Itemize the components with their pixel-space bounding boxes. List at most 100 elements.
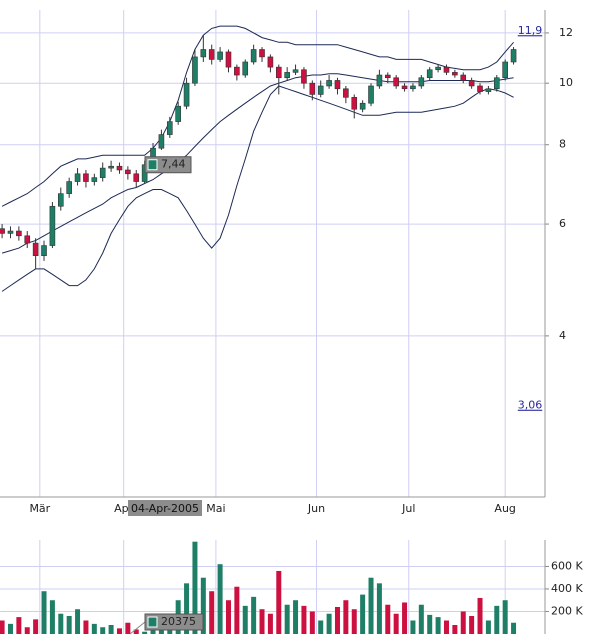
candle-body [410,85,416,90]
volume-bar [360,594,366,634]
crosshair-volume: 20375 [161,615,196,628]
volume-bar [368,577,374,634]
volume-bar [66,615,72,634]
candle-body [351,97,358,110]
volume-bar [242,605,248,634]
candle-body [477,85,483,92]
band-line [1,25,514,207]
candle-body [493,77,500,90]
candle-body [384,74,391,79]
volume-bar [108,624,114,634]
volume-bar [58,613,64,634]
candle-body [234,66,240,76]
candle-body [7,230,14,234]
crosshair-swatch [147,159,158,171]
volume-bar [251,596,257,634]
volume-bar [184,583,190,634]
y-tick-label: 200 K [551,604,583,617]
candle-body [225,51,232,68]
y-tick-label: 8 [559,138,566,151]
candle-body [485,88,492,92]
candle-body [133,173,140,182]
volume-bar [443,620,449,634]
y-tick-label: 600 K [551,559,583,572]
volume-bar [318,620,324,634]
candle-body [426,69,433,79]
volume-bar [41,591,47,634]
crosshair-connector [129,621,146,635]
candle-body [275,66,282,79]
candle-body [208,49,215,60]
candle-body [217,51,223,60]
candle-body [250,49,257,63]
volume-bar [209,591,215,634]
volume-bar [494,605,500,634]
volume-bar [385,604,391,634]
candle-body [16,230,22,237]
volume-bar [477,597,483,634]
volume-bar [410,620,416,634]
candle-body [57,193,64,207]
volume-bar [125,622,131,634]
candle-body [376,74,383,87]
volume-bar [24,627,30,634]
x-tick-label: Aug [494,502,515,515]
candle-body [292,69,299,73]
candle-body [91,177,98,182]
volume-bar [393,613,399,634]
volume-bar [83,620,89,634]
candle-body [49,205,56,246]
candle-body [192,56,198,84]
candle-body [284,72,290,79]
volume-bar [234,586,240,634]
candle-body [468,80,475,87]
candle-body [393,77,399,87]
candle-body [452,72,458,76]
volume-bar [267,613,273,634]
candle-body [200,49,207,58]
volume-bar [33,619,39,634]
volume-bar [100,627,106,634]
crosshair-price: 7,44 [161,158,186,171]
candle-body [83,173,89,182]
candle-body [24,235,31,244]
volume-bar [0,620,5,634]
volume-bar [502,600,508,634]
crosshair-date-box [128,500,202,516]
candle-body [99,167,106,178]
volume-bar [460,611,466,634]
y-tick-label: 12 [559,26,573,39]
volume-bar [217,564,223,634]
candle-body [317,85,324,95]
volume-bar [343,600,349,634]
volume-bar [326,613,332,634]
y-tick-label: 6 [559,217,566,230]
volume-bar [49,600,55,634]
candle-body [510,49,517,63]
volume-bar [91,623,97,634]
x-tick-label: Mai [206,502,225,515]
volume-bar [435,617,441,634]
x-tick-label: Jun [307,502,325,515]
candle-body [435,66,441,71]
volume-bar [284,604,290,634]
crosshair-swatch [147,616,158,628]
volume-bar [485,620,491,634]
candle-body [343,88,349,98]
volume-bar [301,605,307,634]
volume-bar [75,609,81,634]
price-annotation: 3,06 [518,399,543,412]
volume-bar [511,622,517,634]
volume-bar [16,617,22,634]
price-annotation: 11,9 [518,24,543,37]
candle-body [359,102,366,110]
candle-body [158,134,165,149]
y-tick-label: 10 [559,76,573,89]
volume-bar [200,577,206,634]
volume-bar [133,629,139,634]
candle-body [116,165,123,171]
candle-body [259,49,265,58]
candle-body [443,66,450,73]
candle-body [125,169,131,175]
